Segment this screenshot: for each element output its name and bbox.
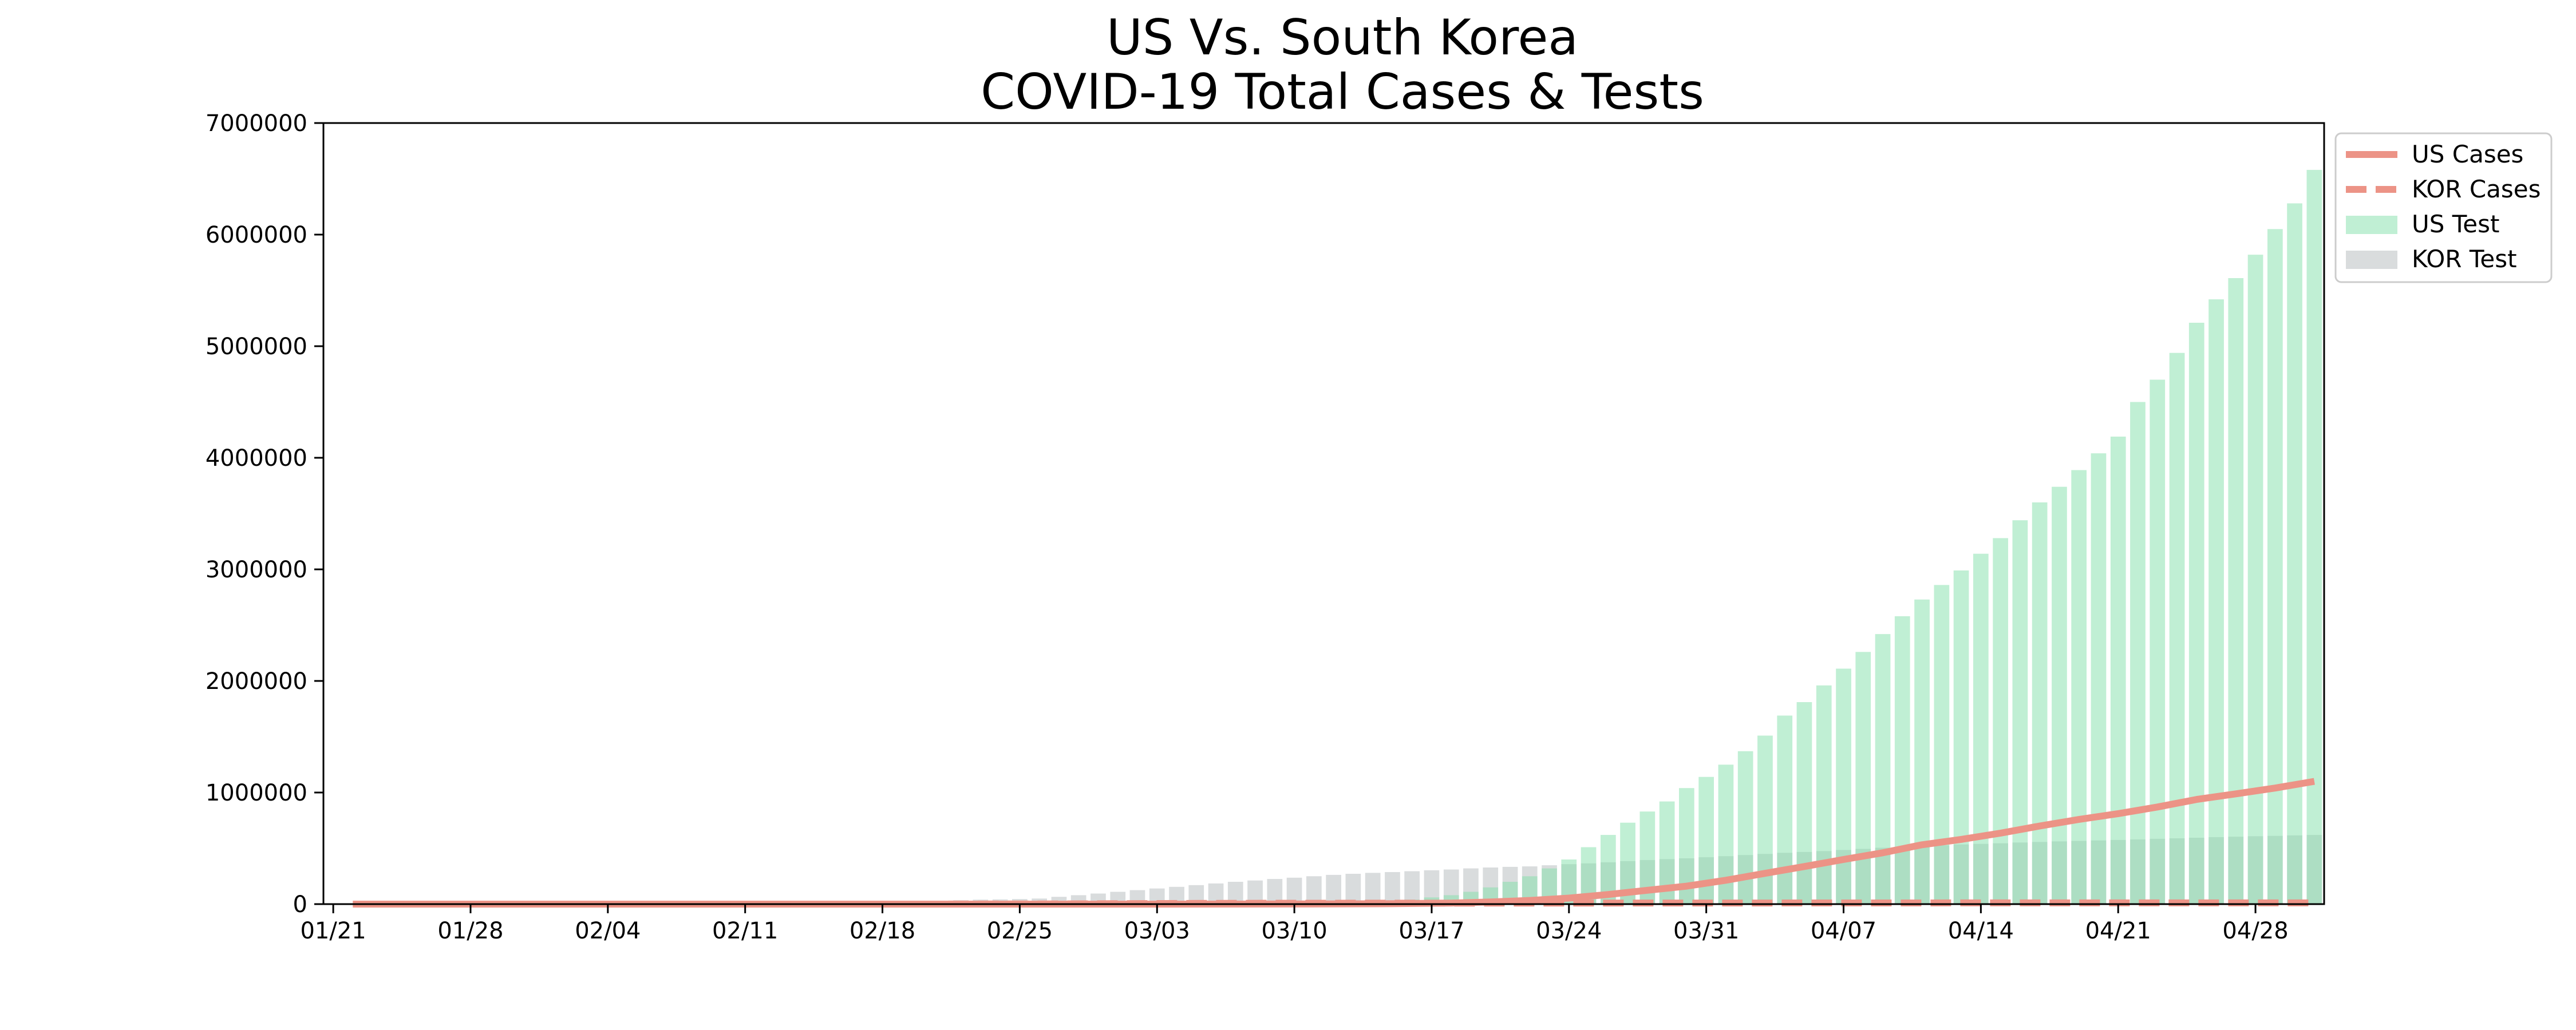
legend: US Cases KOR Cases US Test KOR Test <box>2334 132 2553 283</box>
y-tick-label: 0 <box>293 892 307 918</box>
y-tick-label: 5000000 <box>206 334 307 360</box>
us-test-bar <box>2071 470 2087 904</box>
us-test-bar <box>2130 402 2146 904</box>
kor-test-bar <box>1404 871 1420 904</box>
legend-box <box>2334 132 2553 283</box>
us-test-bar <box>1757 735 1773 904</box>
x-tick-label: 02/04 <box>575 918 641 944</box>
kor-test-bar <box>1345 874 1361 904</box>
y-tick-label: 7000000 <box>206 110 307 137</box>
chart-title-line-1: US Vs. South Korea <box>1107 9 1578 66</box>
kor-test-bar <box>1365 873 1381 904</box>
x-tick-label: 03/31 <box>1673 918 1739 944</box>
x-tick-label: 04/21 <box>2085 918 2151 944</box>
x-tick-label: 03/24 <box>1536 918 1602 944</box>
plot-frame <box>322 122 2325 905</box>
us-test-bars <box>1169 169 2322 905</box>
us-test-bar <box>2150 379 2166 904</box>
us-test-bar <box>1934 585 1950 904</box>
us-test-bar <box>1973 553 1989 904</box>
kor-test-bar <box>1385 872 1400 904</box>
legend-kor-cases-label: KOR Cases <box>2412 175 2541 203</box>
y-axis: 0 1000000 2000000 3000000 4000000 5000000 6000… <box>206 110 323 918</box>
us-test-bar <box>1914 599 1930 904</box>
y-tick-label: 6000000 <box>206 222 307 248</box>
us-test-bar <box>2032 502 2048 904</box>
us-test-bar <box>2267 229 2283 905</box>
x-tick-label: 03/10 <box>1261 918 1327 944</box>
x-tick-label: 03/03 <box>1124 918 1190 944</box>
us-test-bar <box>1894 616 1910 904</box>
x-tick-label: 04/14 <box>1948 918 2014 944</box>
x-tick-label: 04/07 <box>1811 918 1876 944</box>
x-tick-label: 03/17 <box>1398 918 1464 944</box>
us-test-bar <box>1796 702 1812 904</box>
y-tick-label: 2000000 <box>206 668 307 695</box>
legend-us-cases-label: US Cases <box>2412 140 2523 168</box>
legend-kor-test-swatch <box>2346 251 2397 269</box>
us-test-bar <box>2247 255 2263 905</box>
us-test-bar <box>1855 652 1871 904</box>
us-test-bar <box>2169 352 2185 904</box>
legend-us-test-label: US Test <box>2412 210 2499 238</box>
us-test-bar <box>2110 437 2126 904</box>
us-test-bar <box>2052 486 2067 904</box>
us-test-bar <box>1777 715 1793 904</box>
kor-test-bar <box>1306 876 1322 905</box>
legend-kor-test-label: KOR Test <box>2412 245 2517 273</box>
y-tick-label: 4000000 <box>206 445 307 472</box>
y-tick-label: 3000000 <box>206 557 307 583</box>
x-tick-label: 01/21 <box>300 918 366 944</box>
y-tick-label: 1000000 <box>206 780 307 806</box>
us-test-bar <box>2091 453 2107 904</box>
x-tick-label: 02/25 <box>987 918 1053 944</box>
x-axis: 01/21 01/28 02/04 02/11 02/18 02/25 03/03 03/10… <box>300 904 2289 944</box>
us-test-bar <box>2228 278 2244 904</box>
chart-title-line-2: COVID-19 Total Cases & Tests <box>981 64 1704 121</box>
us-test-bar <box>1993 538 2008 904</box>
legend-us-test-swatch <box>2346 216 2397 234</box>
x-tick-label: 01/28 <box>437 918 503 944</box>
us-test-bar <box>1875 634 1891 904</box>
us-test-bar <box>2208 299 2224 904</box>
x-tick-label: 02/18 <box>850 918 915 944</box>
us-test-bar <box>2287 203 2302 904</box>
us-test-bar <box>1953 570 1969 904</box>
us-test-bar <box>2188 323 2204 904</box>
us-test-bar <box>2306 169 2322 904</box>
x-tick-label: 04/28 <box>2222 918 2288 944</box>
x-tick-label: 02/11 <box>712 918 778 944</box>
kor-test-bar <box>1326 874 1341 904</box>
kor-test-bar <box>1286 877 1302 904</box>
us-test-bar <box>2012 520 2028 904</box>
us-test-bar <box>1836 668 1851 904</box>
us-test-bar <box>1816 685 1832 904</box>
